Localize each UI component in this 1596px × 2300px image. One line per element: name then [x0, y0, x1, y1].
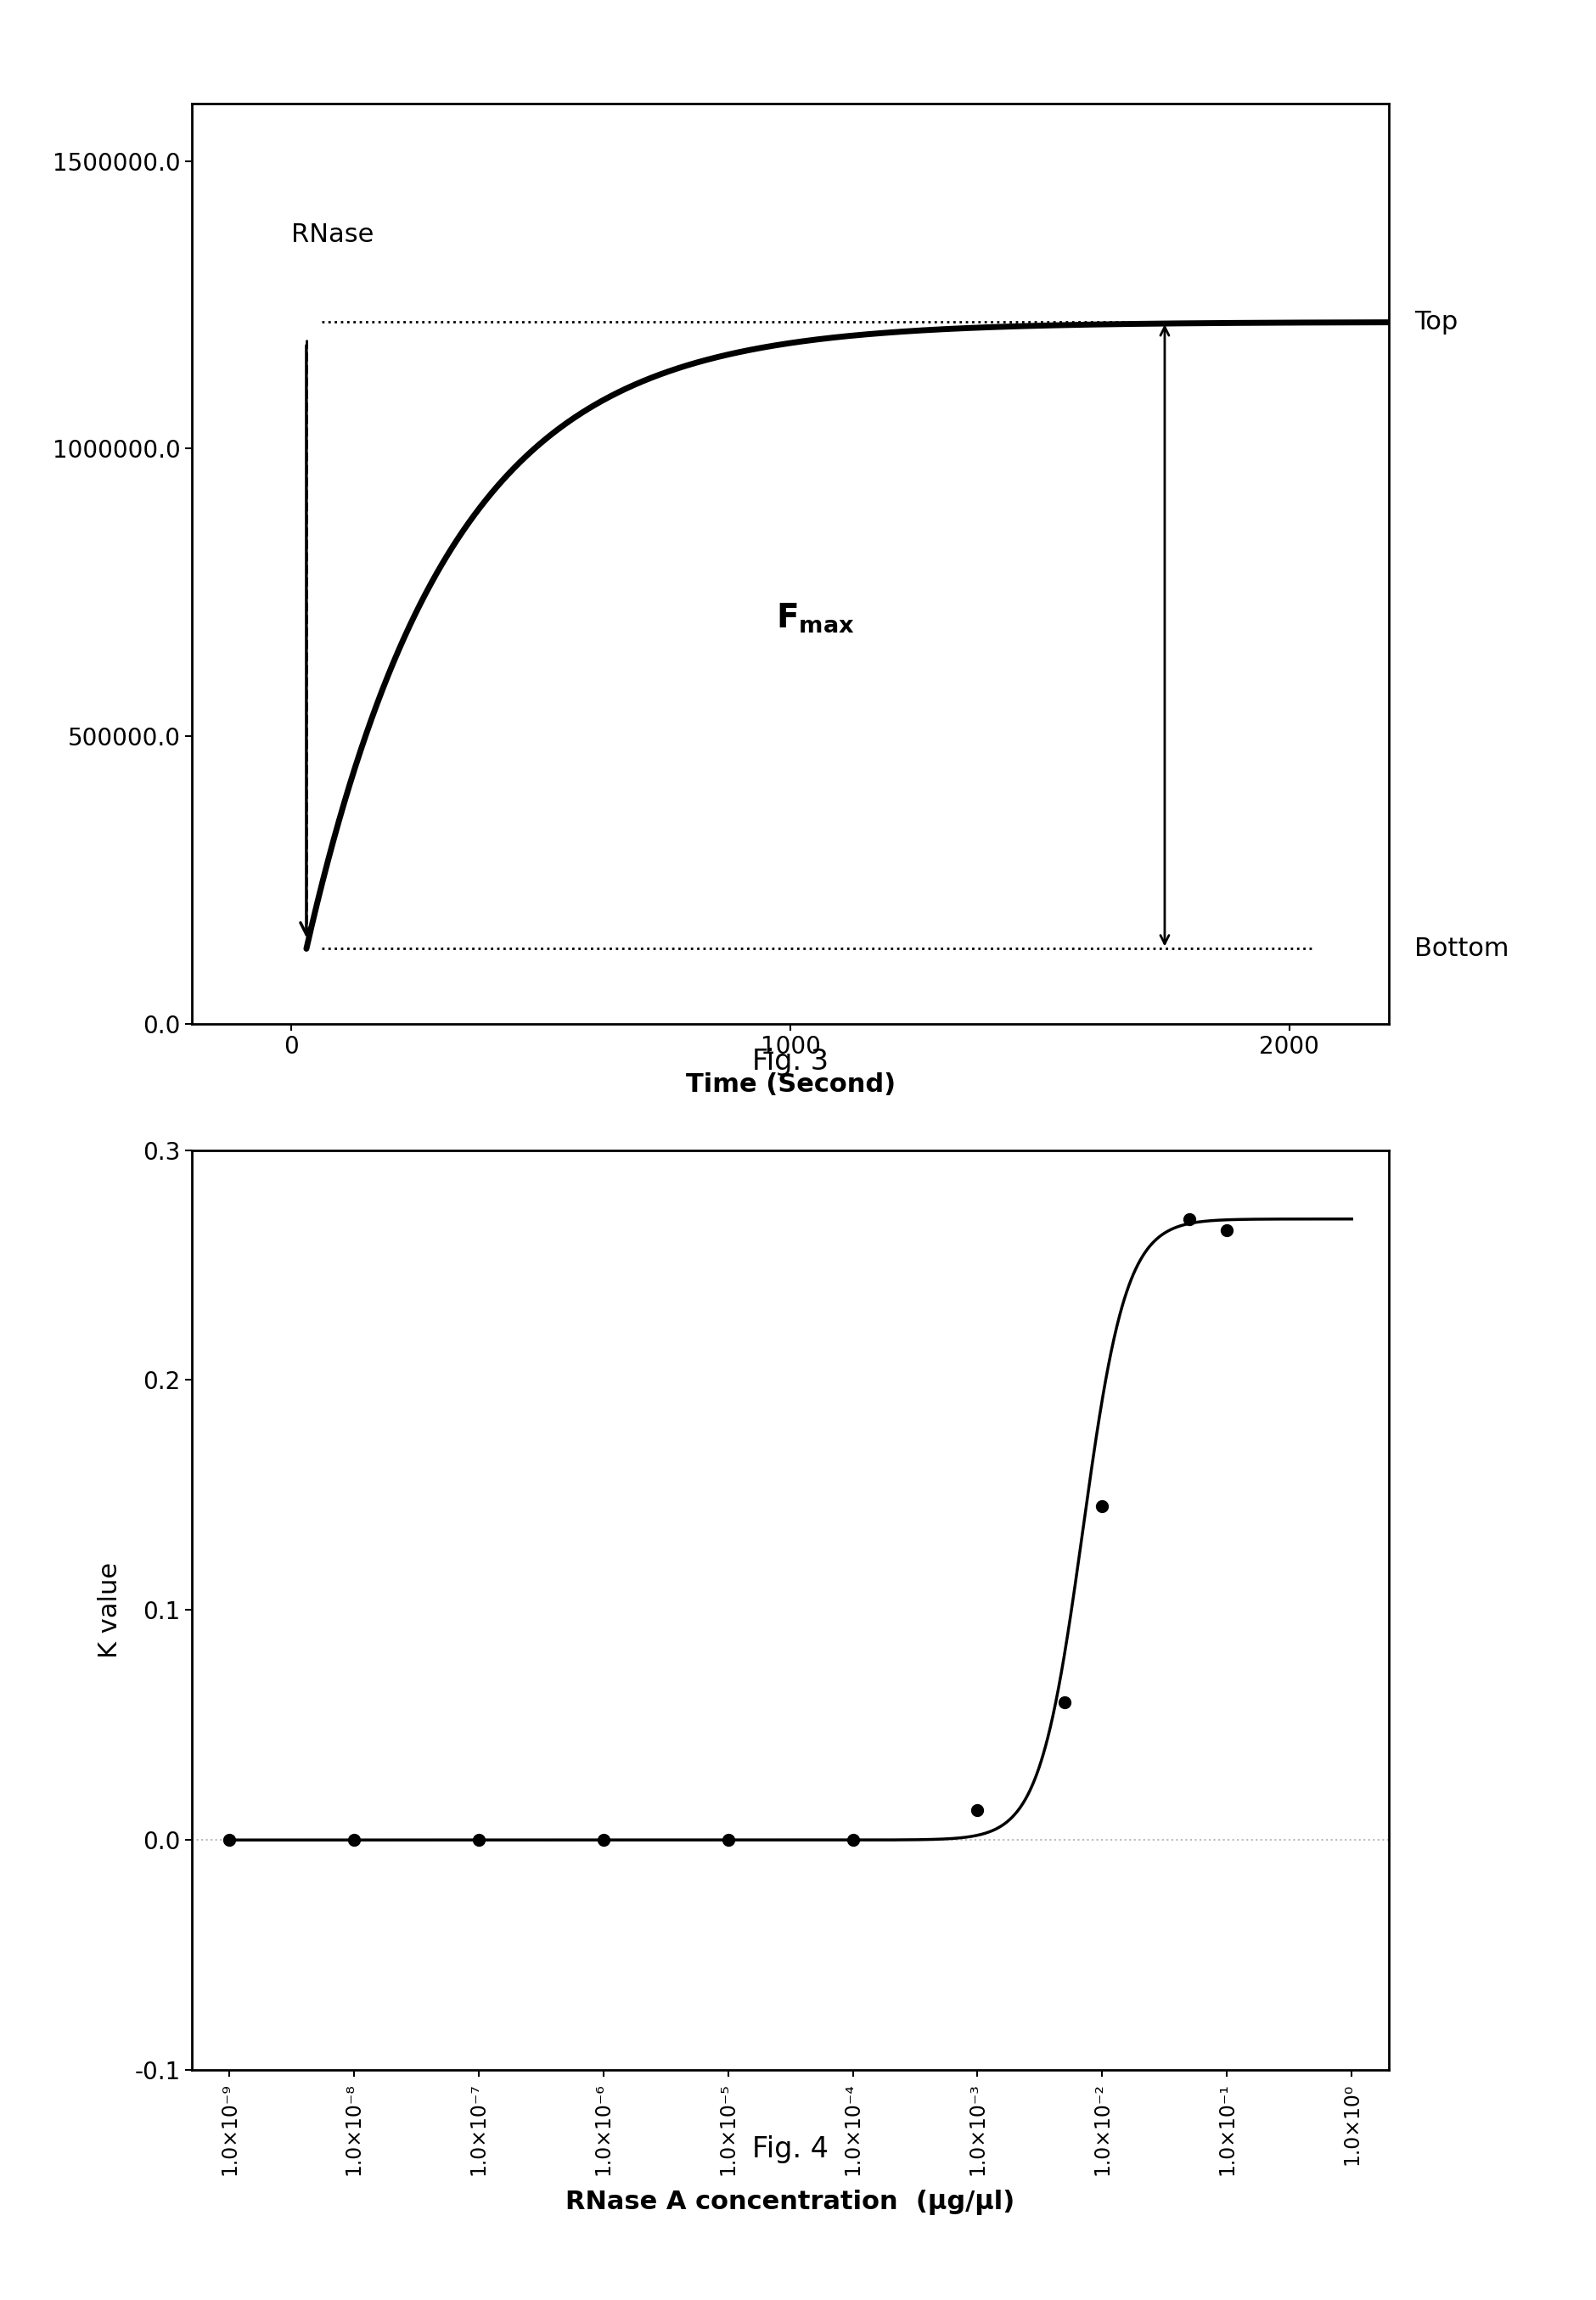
Y-axis label: K value: K value	[97, 1562, 123, 1658]
Text: $\mathbf{F}_{\mathbf{max}}$: $\mathbf{F}_{\mathbf{max}}$	[776, 603, 854, 635]
Text: RNase: RNase	[290, 223, 373, 246]
Text: Bottom: Bottom	[1414, 936, 1508, 961]
X-axis label: RNase A concentration  (μg/μl): RNase A concentration (μg/μl)	[565, 2190, 1015, 2215]
X-axis label: Time (Second): Time (Second)	[685, 1072, 895, 1097]
Text: Fig. 4: Fig. 4	[752, 2134, 828, 2164]
Text: Top: Top	[1414, 311, 1457, 334]
Text: Fig. 3: Fig. 3	[752, 1046, 828, 1076]
